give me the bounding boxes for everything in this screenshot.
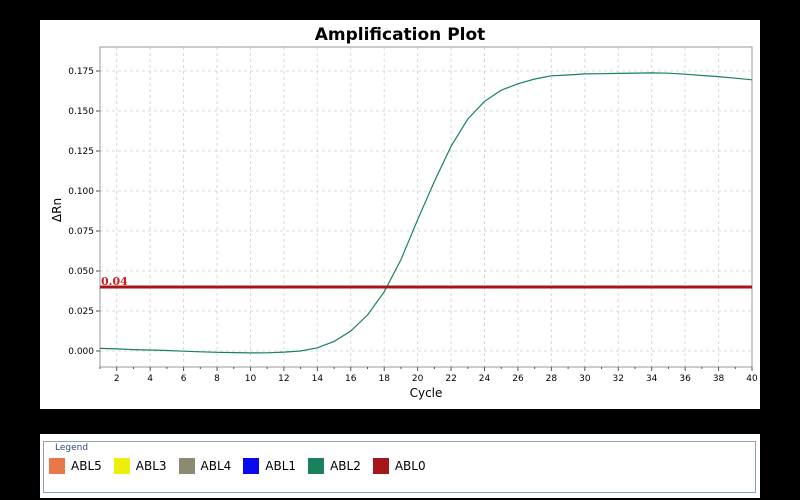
x-axis-label: Cycle [410,386,443,400]
x-tick-label: 24 [479,374,491,384]
y-tick-label: 0.000 [68,347,94,357]
y-axis-ticks: 0.000 0.025 0.050 0.075 0.100 0.125 0.150 0.175 [68,67,100,357]
x-tick-label: 6 [181,374,187,384]
y-tick-label: 0.050 [68,267,94,277]
plot-frame [99,46,753,368]
legend-swatch [372,458,389,474]
y-tick-label: 0.075 [68,227,94,237]
x-tick-label: 8 [214,374,220,384]
legend-label: ABL4 [200,459,232,473]
chart-title: Amplification Plot [315,25,486,45]
y-tick-label: 0.175 [68,67,94,77]
legend-item-abl2[interactable]: ABL2 [308,458,361,474]
series-layer [99,72,753,354]
amplification-chart: Amplification Plot 2 4 6 8 10 12 14 16 18 20 22 24 2… [50,25,758,400]
legend-items: ABL5 ABL3 ABL4 ABL1 ABL2 ABL0 [49,458,438,474]
amplification-plot-panel: Amplification Plot 2 4 6 8 10 12 14 16 18 20 22 24 2… [40,20,760,409]
x-tick-label: 22 [445,374,456,384]
gridlines [100,47,753,367]
legend-item-abl1[interactable]: ABL1 [243,458,296,474]
legend-item-abl3[interactable]: ABL3 [113,458,167,474]
legend-swatch [49,458,65,474]
legend-swatch [308,458,325,474]
x-tick-label: 30 [579,374,591,384]
legend-label: ABL5 [71,459,102,473]
x-axis-ticks: 2 4 6 8 10 12 14 16 18 20 22 24 26 28 30 32 34 36 38 40 [99,367,758,384]
legend-label: ABL0 [394,459,426,473]
x-tick-label: 34 [646,374,658,384]
x-tick-label: 36 [679,374,691,384]
series-line-abl2 [99,72,753,354]
legend-box: Legend ABL5 ABL3 ABL4 ABL1 ABL2 ABL0 [43,441,756,493]
x-tick-label: 12 [278,374,289,384]
legend-title: Legend [53,443,91,453]
x-tick-label: 26 [512,374,524,384]
legend-label: ABL3 [135,459,167,473]
threshold-layer[interactable]: 0.04 [100,275,752,289]
y-tick-label: 0.125 [68,147,94,157]
legend-item-abl0[interactable]: ABL0 [372,458,426,474]
x-tick-label: 18 [378,374,390,384]
x-tick-label: 2 [114,374,120,384]
x-tick-label: 28 [546,374,558,384]
y-tick-label: 0.025 [68,307,94,317]
legend-swatch [243,458,260,474]
threshold-label: 0.04 [101,275,128,288]
x-tick-label: 38 [713,374,725,384]
legend-swatch [113,458,130,474]
legend-item-abl5[interactable]: ABL5 [49,458,102,474]
x-tick-label: 10 [245,374,257,384]
x-tick-label: 16 [345,374,357,384]
legend-label: ABL1 [265,459,297,473]
legend-item-abl4[interactable]: ABL4 [178,458,232,474]
x-tick-label: 20 [412,374,424,384]
x-tick-label: 40 [746,374,758,384]
y-tick-label: 0.100 [68,187,94,197]
legend-swatch [178,458,195,474]
legend-label: ABL2 [330,459,361,473]
y-axis-label: ΔRn [50,198,64,222]
x-tick-label: 4 [147,374,153,384]
y-tick-label: 0.150 [68,107,94,117]
legend-panel: Legend ABL5 ABL3 ABL4 ABL1 ABL2 ABL0 [40,434,760,498]
x-tick-label: 14 [312,374,324,384]
x-tick-label: 32 [613,374,624,384]
